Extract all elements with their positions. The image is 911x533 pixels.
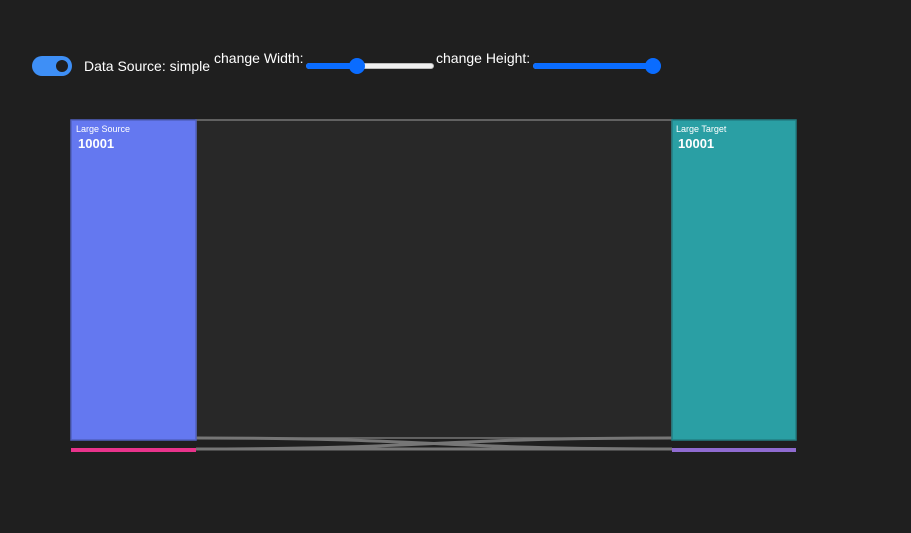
node-large-source[interactable] [70,119,197,441]
height-label: change Height: [436,50,531,66]
height-slider[interactable] [533,58,661,74]
node-large-source-value: 10001 [78,136,114,151]
node-small-target[interactable] [672,448,796,452]
height-slider-fill [533,63,661,69]
controls-bar: Data Source: simple change Width: change… [32,50,672,82]
node-large-target[interactable] [671,119,797,441]
node-large-target-value: 10001 [678,136,714,151]
width-slider-thumb[interactable] [348,58,365,74]
width-slider[interactable] [306,58,434,74]
link-large-source-to-large-target[interactable] [195,119,673,439]
data-source-label: Data Source: simple [84,58,211,74]
data-source-toggle[interactable] [32,56,72,76]
node-large-source-name: Large Source [76,124,130,134]
node-large-target-name: Large Target [676,124,727,134]
width-slider-fill [306,63,355,69]
height-slider-thumb[interactable] [645,58,661,74]
toggle-knob [56,60,68,72]
node-small-source[interactable] [71,448,196,452]
width-label: change Width: [214,50,304,66]
